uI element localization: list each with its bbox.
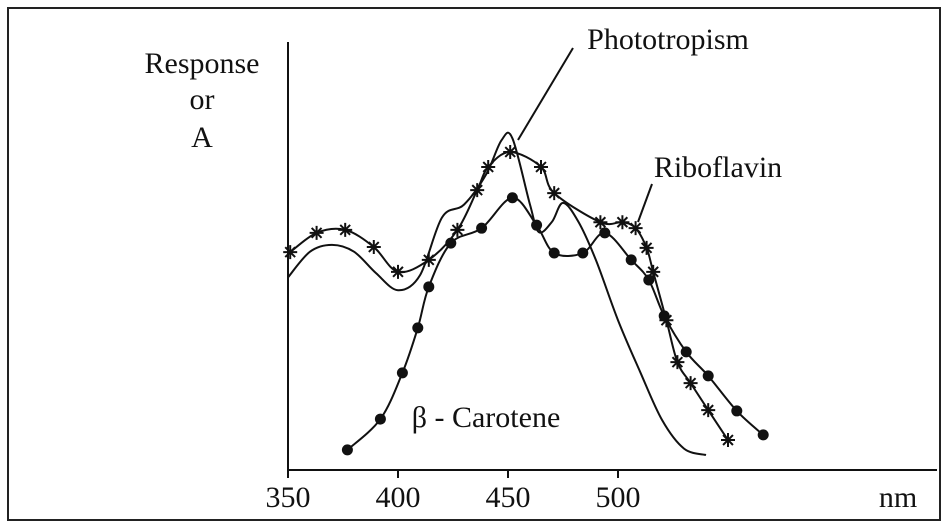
dot-marker — [643, 274, 655, 286]
star-marker — [547, 186, 562, 201]
frame — [7, 7, 941, 521]
dot-marker — [757, 429, 769, 441]
series-line — [289, 150, 729, 441]
star-marker — [534, 159, 548, 174]
dot-marker — [599, 227, 611, 239]
dot-marker — [531, 219, 543, 231]
series-label: β - Carotene — [412, 401, 561, 434]
x-tick-label: 350 — [266, 481, 311, 514]
series-line — [287, 131, 707, 456]
dot-marker — [412, 322, 424, 334]
star-marker — [283, 245, 298, 260]
dot-marker — [423, 281, 435, 293]
star-marker — [646, 264, 661, 279]
star-marker — [421, 252, 436, 267]
dot-marker — [548, 247, 560, 259]
x-tick-label: 500 — [596, 481, 641, 514]
series-label: Riboflavin — [654, 151, 782, 184]
star-marker — [366, 240, 381, 255]
dot-marker — [445, 237, 457, 249]
dot-marker — [506, 192, 518, 204]
star-marker — [481, 159, 496, 174]
dot-marker — [341, 444, 353, 456]
star-marker — [721, 433, 735, 448]
dot-marker — [680, 346, 692, 358]
star-marker — [338, 222, 353, 237]
y-axis-label: or — [190, 83, 215, 116]
leader-line — [637, 183, 653, 223]
star-marker — [670, 355, 685, 370]
x-tick-label: 400 — [376, 481, 421, 514]
star-marker — [639, 240, 654, 255]
star-marker — [391, 264, 405, 279]
dot-marker — [731, 405, 743, 417]
dot-marker — [658, 310, 670, 322]
y-axis-label: Response — [145, 47, 260, 80]
dot-marker — [396, 367, 408, 379]
series-label: Phototropism — [587, 23, 749, 56]
star-marker — [309, 225, 324, 240]
star-marker — [615, 215, 630, 230]
leader-line — [517, 47, 574, 141]
x-axis-label: nm — [879, 481, 917, 514]
dot-marker — [374, 413, 386, 425]
star-marker — [628, 221, 643, 236]
dot-marker — [625, 254, 637, 266]
star-marker — [593, 215, 608, 230]
star-marker — [503, 144, 518, 159]
star-marker — [470, 183, 485, 198]
star-marker — [701, 403, 716, 418]
dot-marker — [702, 370, 714, 382]
y-axis-label: A — [191, 121, 213, 154]
dot-marker — [577, 247, 589, 259]
star-marker — [683, 376, 698, 391]
x-tick-label: 450 — [486, 481, 531, 514]
star-marker — [450, 222, 465, 237]
dot-marker — [476, 222, 488, 234]
